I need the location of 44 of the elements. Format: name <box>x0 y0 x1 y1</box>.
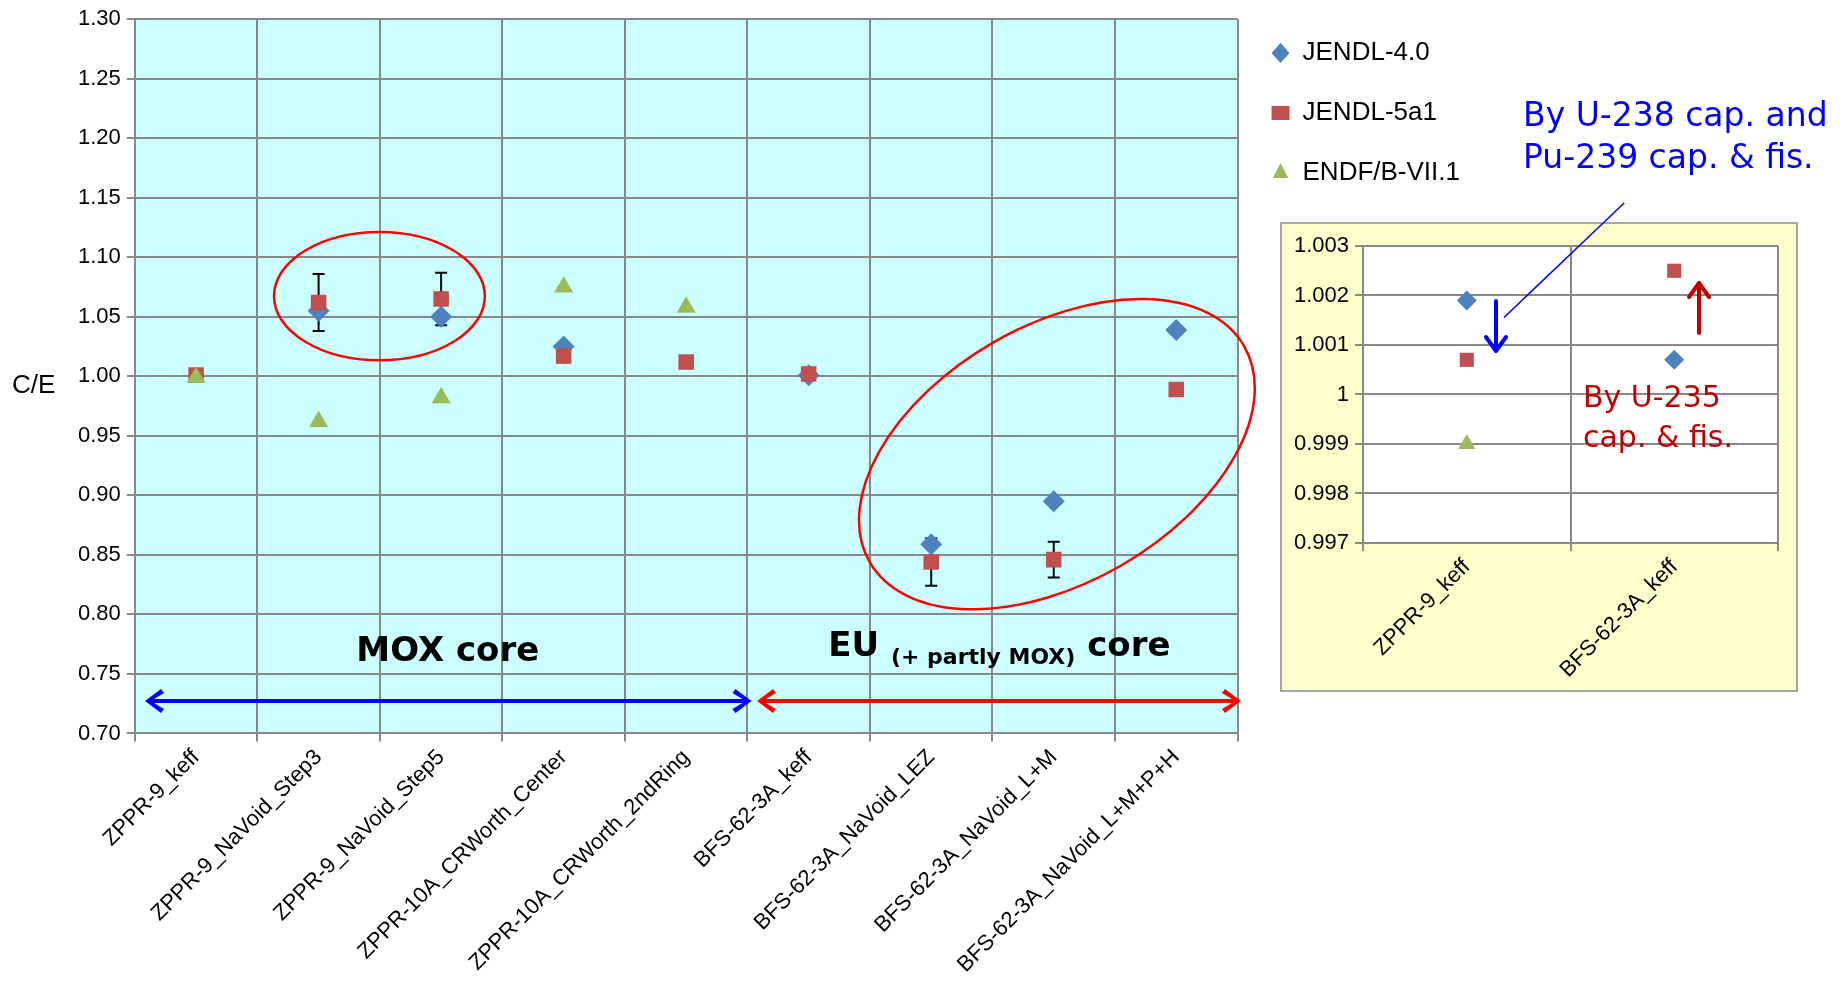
point <box>1456 290 1477 311</box>
y-tick-label: 1.001 <box>1293 331 1350 357</box>
annotation: EU $_{(+ partly MOX)}$ core <box>828 623 1171 669</box>
y-tick-label: 0.95 <box>77 421 121 447</box>
y-tick-label: 1.10 <box>77 243 121 269</box>
annotation: MOX core <box>356 628 540 669</box>
text: By U-238 cap. and Pu-239 cap. & fis. <box>1523 94 1829 178</box>
point <box>1458 433 1476 449</box>
y-tick-label: 1.002 <box>1293 281 1350 307</box>
y-tick-label: 0.998 <box>1293 479 1350 505</box>
y-tick-label: 1.20 <box>77 124 121 150</box>
point <box>1667 263 1682 278</box>
y-tick-label: 0.75 <box>77 659 121 685</box>
y-tick-label: 0.90 <box>77 481 121 507</box>
point <box>555 348 572 364</box>
y-axis-title: C/E <box>12 369 56 400</box>
y-tick-label: 0.70 <box>77 719 121 745</box>
point <box>1459 352 1474 367</box>
point <box>920 533 943 556</box>
y-tick-label: 1.00 <box>77 362 121 388</box>
point <box>430 305 453 328</box>
y-tick-label: 1.003 <box>1293 232 1350 258</box>
point <box>1168 381 1185 398</box>
point <box>1165 318 1188 341</box>
y-tick-label: 0.85 <box>77 540 121 566</box>
y-tick-label: 1 <box>1336 380 1350 406</box>
y-tick-label: 0.997 <box>1293 529 1350 554</box>
y-tick-label: 0.999 <box>1293 430 1350 456</box>
point <box>1042 490 1065 513</box>
point <box>678 354 694 370</box>
annotation: By U-235 cap. & fis. <box>1582 377 1734 456</box>
legend-label: JENDL-4.0 <box>1302 36 1430 67</box>
point <box>310 294 327 311</box>
point <box>1045 551 1062 568</box>
legend-label: JENDL-5a1 <box>1302 96 1437 127</box>
y-tick-label: 1.25 <box>77 64 121 90</box>
point <box>433 291 449 307</box>
y-tick-label: 1.05 <box>77 302 121 328</box>
y-tick-label: 1.30 <box>77 5 121 31</box>
point <box>1664 349 1685 370</box>
y-tick-label: 1.15 <box>77 183 121 209</box>
y-tick-label: 0.80 <box>77 600 121 626</box>
point <box>923 554 939 570</box>
legend-label: ENDF/B-VII.1 <box>1302 156 1461 187</box>
